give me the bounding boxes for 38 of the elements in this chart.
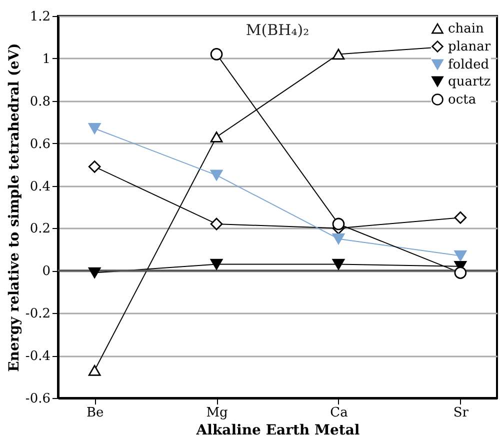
y-tick-label: 1: [42, 52, 50, 67]
point: [332, 258, 345, 270]
point: [88, 160, 101, 173]
point: [210, 170, 223, 181]
y-tick-label: 0: [42, 264, 50, 280]
point: [454, 211, 467, 224]
point: [454, 266, 467, 279]
y-tick-label: 1.2: [30, 10, 50, 24]
y-tick-label: 0.4: [30, 179, 50, 194]
legend-label: planar: [448, 40, 492, 54]
point: [210, 218, 223, 230]
point: [210, 258, 223, 270]
legend-label: folded: [448, 58, 490, 72]
point: [88, 123, 101, 134]
x-tick-label: Mg: [206, 406, 228, 420]
x-tick-label: Sr: [453, 406, 470, 420]
point: [88, 364, 101, 376]
x-tick-label: Be: [86, 406, 104, 420]
y-tick-label: -0.2: [25, 306, 50, 322]
y-axis-title: Energy relative to simple tetrahedral (eV): [6, 43, 22, 372]
legend-label: quartz: [448, 74, 491, 90]
legend-label: chain: [448, 22, 485, 36]
point: [454, 250, 467, 262]
point: [210, 48, 223, 60]
point: [332, 48, 345, 60]
x-tick-label: Ca: [330, 406, 348, 420]
y-tick-label: 0.8: [30, 94, 50, 110]
y-tick-label: -0.6: [25, 392, 50, 406]
x-axis-title: Alkaline Earth Metal: [195, 422, 360, 438]
y-tick-label: 0.2: [30, 222, 50, 237]
point: [210, 132, 223, 142]
y-tick-label: 0.6: [30, 136, 50, 152]
y-tick-label: -0.4: [25, 349, 50, 364]
point: [332, 218, 345, 230]
point: [88, 267, 101, 278]
chart-title: M(BH₄)₂: [246, 21, 310, 39]
legend-label: octa: [448, 92, 476, 108]
point: [332, 233, 345, 244]
